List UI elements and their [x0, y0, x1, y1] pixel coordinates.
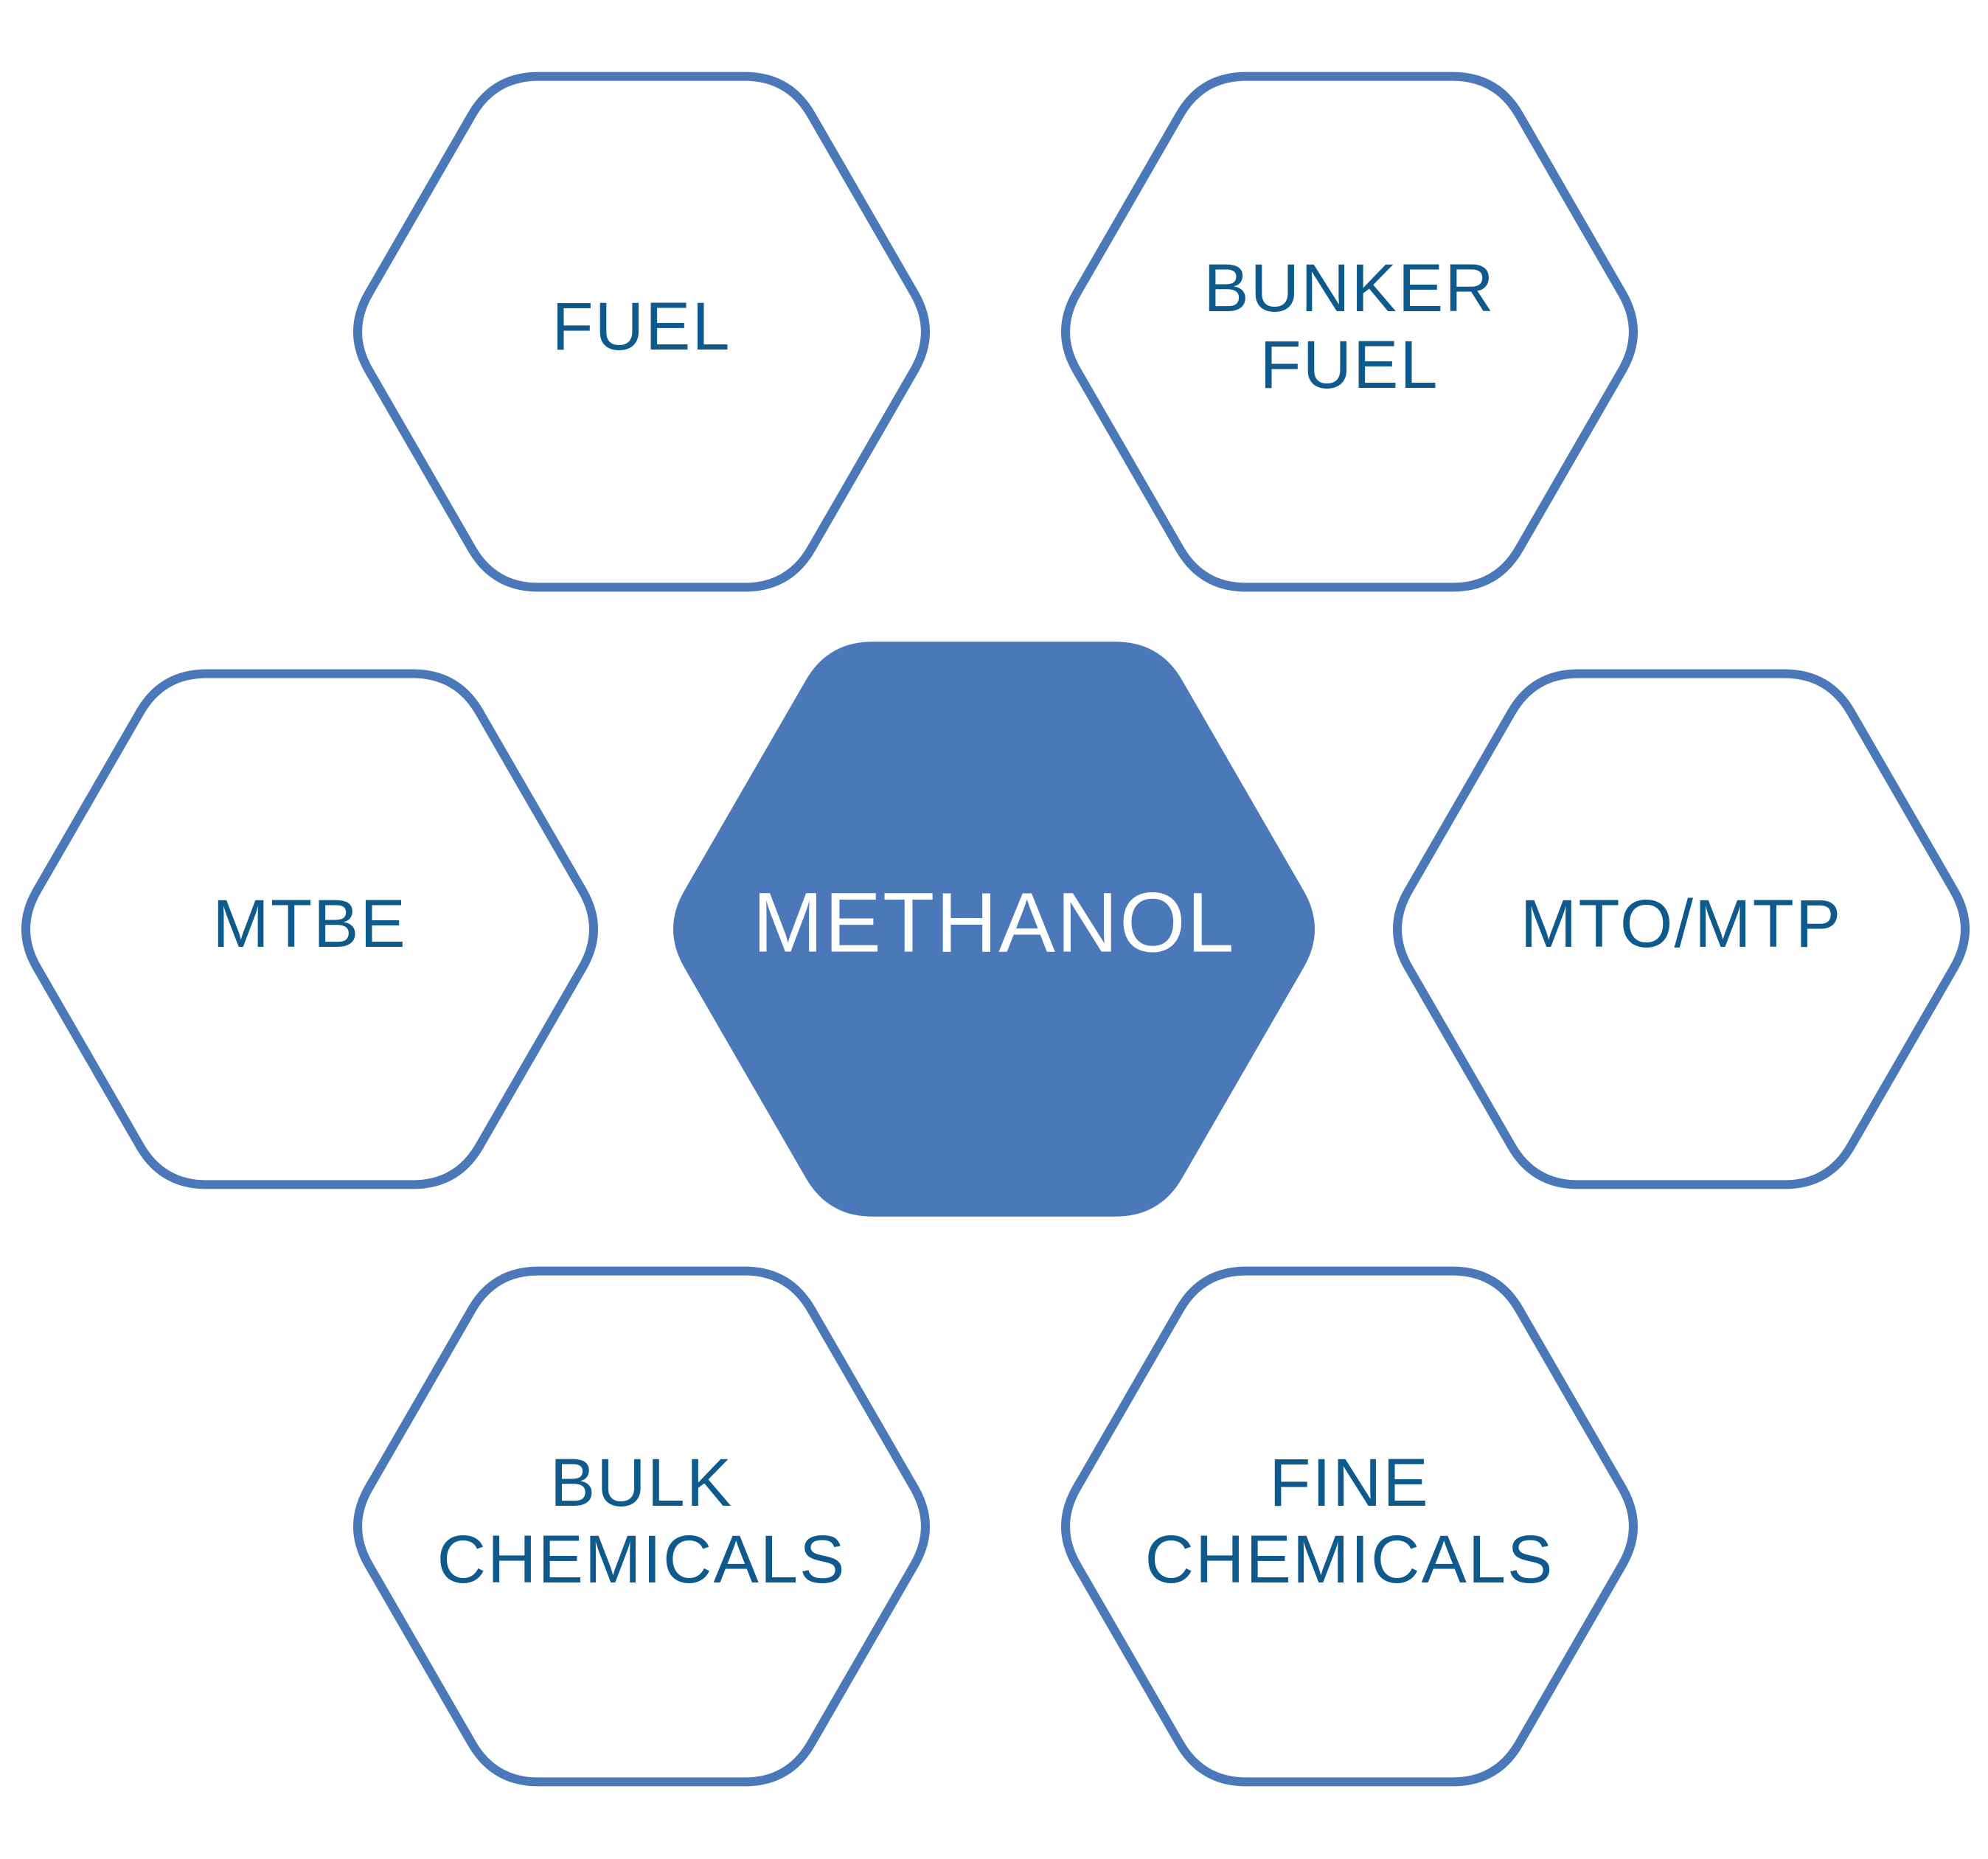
hex-label-mto-mtp: MTO/MTP: [1520, 886, 1843, 962]
hex-fine-chemicals: FINECHEMICALS: [1066, 1271, 1633, 1782]
hex-label-bunker-fuel: BUNKERFUEL: [1203, 251, 1495, 403]
hex-bulk-chemicals: BULKCHEMICALS: [358, 1271, 925, 1782]
hex-label-line: BULK: [550, 1445, 733, 1521]
hex-bunker-fuel: BUNKERFUEL: [1066, 77, 1633, 588]
hex-label-line: FUEL: [552, 289, 731, 364]
hex-label-methanol: METHANOL: [753, 875, 1236, 970]
methanol-hex-diagram: FUELBUNKERFUELMTBEMTO/MTPBULKCHEMICALSFI…: [0, 0, 1988, 1859]
hex-label-line: MTBE: [212, 886, 407, 962]
hex-label-fine-chemicals: FINECHEMICALS: [1145, 1445, 1554, 1597]
hex-label-line: MTO/MTP: [1520, 886, 1843, 962]
hex-label-line: CHEMICALS: [437, 1522, 847, 1597]
hex-label-bulk-chemicals: BULKCHEMICALS: [437, 1445, 847, 1597]
hex-label-line: FINE: [1269, 1445, 1430, 1521]
hex-methanol: METHANOL: [673, 642, 1315, 1216]
hex-mtbe: MTBE: [26, 674, 594, 1185]
hex-fuel: FUEL: [358, 77, 925, 588]
hex-mto-mtp: MTO/MTP: [1397, 674, 1965, 1185]
hex-label-line: BUNKER: [1203, 251, 1495, 326]
hex-label-mtbe: MTBE: [212, 886, 407, 962]
hex-label-line: FUEL: [1259, 327, 1439, 403]
hex-label-fuel: FUEL: [552, 289, 731, 364]
hex-label-line: CHEMICALS: [1145, 1522, 1554, 1597]
